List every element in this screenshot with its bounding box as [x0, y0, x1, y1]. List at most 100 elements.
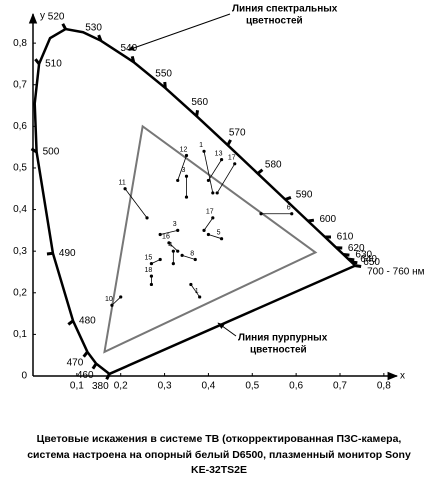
wavelength-label: 580	[265, 159, 282, 170]
distortion-vector	[208, 234, 222, 240]
distortion-point	[219, 237, 224, 241]
purple-line	[108, 264, 356, 376]
annotation-arrow	[127, 13, 231, 51]
caption: Цветовые искажения в системе ТВ (откорре…	[37, 433, 402, 445]
wavelength-tick	[105, 373, 111, 380]
distortion-label: 11	[118, 180, 125, 187]
x-tick-label: 0,3	[158, 381, 172, 392]
wavelength-label: 610	[337, 232, 354, 243]
wavelength-label: 640	[360, 254, 377, 265]
caption: система настроена на опорный белый D6500…	[27, 449, 411, 461]
wavelength-tick	[284, 196, 292, 201]
wavelength-label: 530	[85, 22, 102, 33]
distortion-point	[259, 212, 263, 216]
wavelength-label: 650	[363, 257, 380, 268]
wavelength-tick	[67, 319, 74, 326]
distortion-point	[123, 187, 127, 191]
wavelength-tick	[256, 168, 264, 175]
distortion-point	[149, 274, 154, 278]
wavelength-label: 700 - 760 нм	[367, 266, 425, 277]
distortion-vector	[181, 254, 196, 260]
x-tick-label: 0,5	[245, 381, 259, 392]
distortion-vector	[168, 242, 178, 252]
wavelength-label: 590	[296, 189, 313, 200]
distortion-label: 17	[206, 209, 214, 216]
distortion-label: 17	[228, 155, 236, 162]
distortion-point	[202, 228, 206, 232]
distortion-label: 16	[162, 234, 170, 241]
wavelength-tick	[130, 55, 136, 63]
distortion-point	[202, 149, 206, 153]
distortion-point	[110, 303, 114, 307]
x-axis-label: x	[400, 371, 405, 382]
wavelength-label: 560	[191, 97, 208, 108]
annotation: цветностей	[250, 345, 307, 356]
y-axis-label: y	[40, 11, 45, 22]
wavelength-tick	[91, 362, 98, 370]
wavelength-tick	[97, 34, 103, 42]
wavelength-tick	[34, 58, 41, 65]
distortion-point	[119, 295, 123, 299]
distortion-label: 3	[173, 221, 177, 228]
distortion-label: 1	[199, 142, 203, 149]
distortion-point	[158, 232, 162, 237]
distortion-vector	[124, 188, 148, 219]
distortion-point	[184, 153, 189, 158]
y-tick-label: 0,5	[13, 163, 27, 174]
distortion-vector	[216, 163, 236, 194]
wavelength-label: 470	[67, 358, 84, 369]
wavelength-label: 600	[319, 214, 336, 225]
distortion-label: 8	[190, 250, 194, 257]
distortion-label: 5	[217, 230, 221, 237]
wavelength-label: 630	[355, 250, 372, 261]
annotation: Линия пурпурных	[238, 333, 328, 344]
x-tick-label: 0,6	[289, 381, 303, 392]
wavelength-label: 480	[79, 315, 96, 326]
x-tick-label: 0,4	[201, 381, 215, 392]
distortion-label: 18	[145, 267, 153, 274]
distortion-label: 13	[215, 150, 223, 157]
distortion-point	[184, 195, 189, 199]
distortion-point	[176, 228, 180, 232]
distortion-point	[290, 212, 294, 216]
distortion-point	[171, 262, 175, 266]
distortion-point	[211, 191, 215, 195]
distortion-label: 4	[168, 242, 172, 249]
distortion-point	[215, 191, 219, 195]
wavelength-label: 500	[43, 147, 60, 158]
wavelength-tick	[307, 218, 315, 223]
wavelength-label: 490	[59, 248, 76, 259]
distortion-label: 3	[182, 167, 186, 174]
annotation: Линия спектральных	[232, 4, 338, 15]
y-tick-label: 0	[21, 371, 27, 382]
y-tick-label: 0,3	[13, 246, 27, 257]
wavelength-tick	[226, 139, 232, 146]
distortion-point	[193, 257, 197, 262]
wavelength-label: 620	[348, 243, 365, 254]
y-tick-label: 0,2	[13, 287, 27, 298]
wavelength-tick	[30, 147, 38, 154]
wavelength-tick	[348, 257, 355, 262]
wavelength-label: 460	[77, 370, 94, 381]
distortion-point	[171, 249, 175, 253]
distortion-point	[145, 216, 149, 220]
distortion-vector	[208, 159, 222, 181]
distortion-vector	[203, 217, 214, 231]
distortion-point	[149, 282, 154, 287]
distortion-point	[176, 249, 180, 253]
monitor-gamut	[103, 124, 318, 354]
distortion-label: 10	[105, 296, 113, 303]
distortion-point	[176, 178, 180, 183]
distortion-point	[219, 158, 224, 162]
caption: KE-32TS2E	[191, 464, 247, 476]
y-tick-label: 0,8	[13, 38, 27, 49]
y-tick-label: 0,4	[13, 204, 27, 215]
x-tick-label: 0,1	[70, 381, 84, 392]
x-tick-label: 0,7	[333, 381, 347, 392]
distortion-vector	[203, 151, 214, 194]
distortion-point	[149, 262, 154, 266]
wavelength-label: 520	[48, 11, 65, 22]
distortion-vector	[190, 284, 200, 298]
distortion-vector	[177, 155, 187, 181]
